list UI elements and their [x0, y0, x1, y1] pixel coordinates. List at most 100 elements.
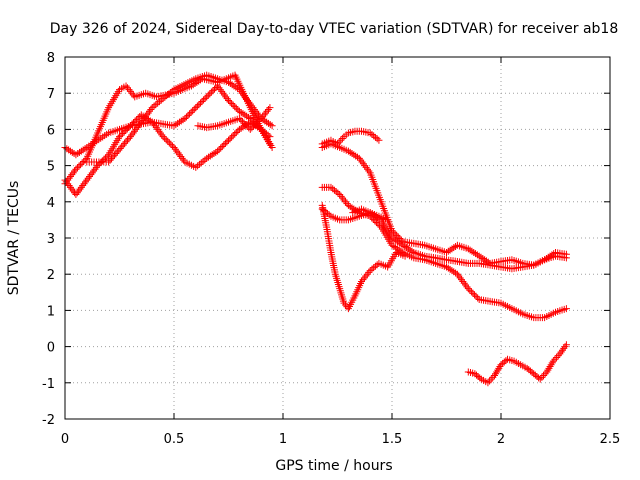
- data-point: [239, 110, 247, 118]
- data-point: [401, 252, 409, 260]
- data-point: [199, 157, 207, 165]
- data-point: [201, 156, 209, 164]
- axes: 0 0.5 1 1.5 2 2.5 -2 -1 0 1 2 3 4 5 6 7 8: [42, 51, 620, 447]
- data-point: [399, 241, 407, 249]
- data-point: [252, 107, 260, 115]
- data-point: [238, 89, 246, 97]
- data-point: [444, 264, 452, 272]
- data-point: [150, 102, 158, 110]
- data-point: [206, 90, 214, 98]
- data-point: [76, 148, 84, 156]
- y-tick-label: 3: [47, 232, 55, 247]
- data-point: [341, 301, 349, 309]
- data-point: [143, 111, 151, 119]
- data-point: [189, 107, 197, 115]
- data-point: [72, 151, 80, 159]
- data-point: [123, 136, 131, 144]
- data-point: [248, 124, 256, 132]
- data-point: [443, 248, 450, 256]
- data-point: [77, 183, 85, 191]
- data-point: [325, 211, 333, 219]
- data-point: [74, 150, 82, 158]
- data-point: [68, 148, 76, 156]
- data-point: [339, 194, 347, 202]
- data-point: [173, 147, 181, 155]
- data-point: [171, 145, 179, 153]
- data-point: [462, 281, 470, 289]
- data-point: [264, 119, 272, 127]
- data-point: [156, 129, 164, 137]
- data-point: [492, 370, 500, 378]
- data-point: [220, 91, 228, 99]
- data-point: [196, 99, 204, 107]
- data-point: [226, 135, 234, 143]
- data-point: [159, 95, 167, 103]
- data-point: [214, 82, 222, 90]
- data-point: [126, 133, 134, 141]
- data-point: [453, 270, 461, 278]
- data-point: [201, 94, 209, 102]
- data-point: [128, 120, 136, 128]
- data-point: [182, 113, 190, 121]
- data-point: [337, 136, 345, 144]
- data-point: [536, 375, 544, 383]
- y-tick-label: 2: [47, 268, 55, 283]
- chart-title: Day 326 of 2024, Sidereal Day-to-day VTE…: [50, 21, 619, 37]
- series-sat-j: [318, 201, 409, 313]
- data-point: [140, 115, 148, 123]
- data-point: [371, 133, 379, 141]
- data-point: [353, 153, 361, 161]
- data-point: [79, 146, 87, 154]
- data-point: [384, 216, 392, 224]
- data-point: [245, 98, 253, 106]
- data-point: [244, 96, 252, 104]
- data-point: [117, 131, 125, 139]
- data-point: [395, 239, 403, 247]
- data-point: [360, 274, 368, 282]
- data-point: [468, 247, 476, 255]
- data-point: [538, 373, 546, 381]
- data-point: [444, 247, 452, 255]
- data-point: [132, 125, 140, 133]
- data-point: [560, 344, 568, 352]
- data-point: [108, 155, 116, 163]
- data-point: [546, 363, 554, 371]
- data-point: [154, 99, 162, 107]
- x-tick-label: 1.5: [382, 432, 403, 447]
- data-point: [229, 101, 237, 109]
- data-point: [232, 83, 240, 91]
- data-point: [362, 272, 370, 280]
- data-point: [340, 299, 348, 307]
- data-point: [403, 244, 411, 252]
- data-point: [151, 122, 159, 130]
- data-point: [350, 151, 358, 159]
- data-point: [134, 114, 142, 122]
- data-point: [66, 183, 74, 191]
- data-point: [121, 139, 129, 147]
- data-point: [105, 158, 113, 166]
- data-point: [207, 88, 215, 96]
- data-point: [161, 93, 169, 101]
- data-point: [88, 169, 96, 177]
- data-point: [562, 341, 570, 349]
- data-point: [359, 160, 367, 168]
- data-point: [466, 286, 474, 294]
- data-point: [133, 116, 141, 124]
- data-point: [209, 87, 217, 95]
- data-point: [109, 153, 117, 161]
- data-point: [223, 138, 231, 146]
- data-point: [264, 105, 272, 113]
- data-point: [452, 269, 460, 277]
- data-point: [193, 102, 201, 110]
- data-point: [217, 144, 225, 152]
- data-point: [246, 100, 254, 108]
- data-point: [393, 238, 401, 246]
- plot-frame: [64, 56, 611, 420]
- data-point: [73, 164, 81, 172]
- data-point: [152, 101, 160, 109]
- data-point: [242, 121, 250, 129]
- data-point: [76, 185, 84, 193]
- data-point: [189, 81, 197, 89]
- data-point: [373, 261, 381, 269]
- data-point: [128, 89, 136, 97]
